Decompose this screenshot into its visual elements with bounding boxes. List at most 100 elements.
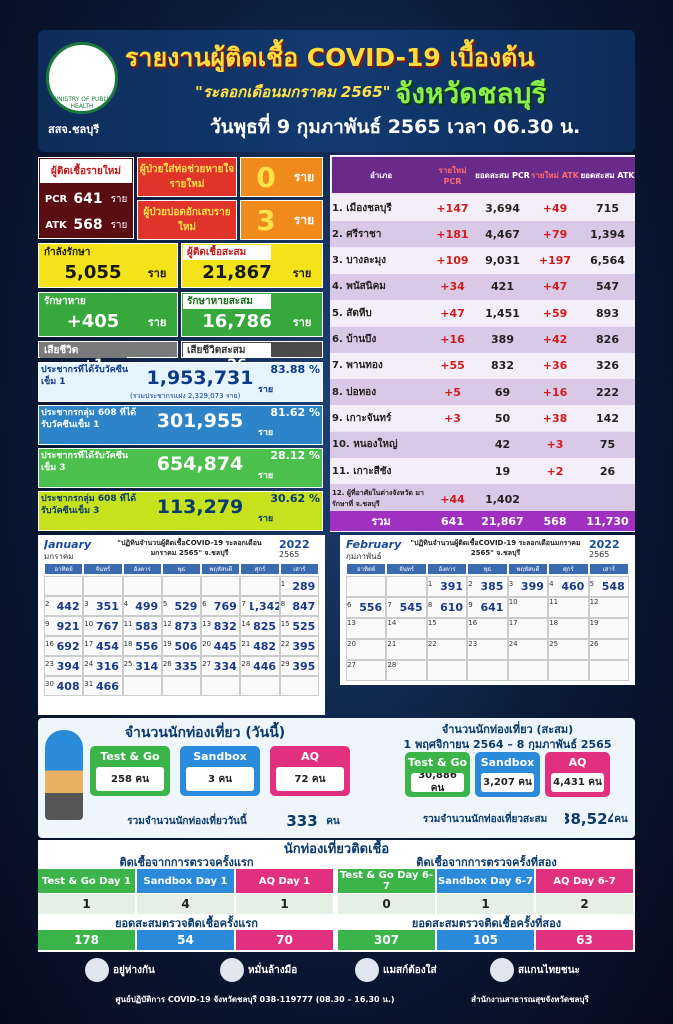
calendar-cell [122, 636, 162, 656]
vaccine-unit: ราย [258, 385, 274, 395]
table-cell: 1,394 [590, 227, 625, 241]
ventilator-label: ผู้ป่วยใส่ท่อช่วยหายใจรายใหม่ [137, 157, 237, 197]
calendar-month-th: มกราคม [44, 552, 74, 560]
tip-label: สแกนไทยชนะ [518, 964, 580, 976]
calendar-cell [548, 639, 589, 660]
calendar-day: 16 [468, 619, 478, 627]
calendar-count: 391 [440, 580, 464, 593]
calendar-day: 5 [162, 600, 168, 608]
recovered_cum-label: รักษาหายสะสม [183, 294, 272, 309]
vaccine-label: ประชากรกลุ่ม 608 ที่ได้รับวัคซีนเข็ม 1 [41, 408, 137, 430]
calendar-count: 556 [135, 639, 159, 653]
calendar-cell [201, 576, 241, 596]
table-cell: 26 [599, 464, 616, 478]
calendar-cell [240, 616, 280, 636]
calendar-count: 385 [480, 580, 504, 593]
pneumonia-label: ผู้ป่วยปอดอักเสบรายใหม่ [137, 200, 237, 240]
table-total: 568 [543, 514, 567, 528]
vaccine-label: ประชากรกลุ่ม 608 ที่ได้รับวัคซีนเข็ม 3 [41, 494, 137, 516]
table-cell: 6,564 [590, 254, 625, 268]
traveler-icon [45, 730, 83, 820]
recovered_cum-unit: ราย [292, 315, 312, 329]
calendar-cell [588, 660, 629, 681]
calendar-cell [122, 576, 162, 596]
calendar-day: 20 [347, 640, 356, 648]
calendar-cell [122, 676, 162, 696]
deaths_cum-label: เสียชีวิตสะสม [183, 343, 272, 358]
vaccine-value: 113,279 [156, 496, 244, 518]
table-cell: 222 [596, 385, 619, 399]
table-cell: 50 [494, 411, 511, 425]
tip-label: หมั่นล้างมือ [248, 964, 298, 976]
calendar-day: 23 [468, 640, 478, 648]
calendar-count: 767 [95, 619, 119, 633]
calendar-day: 10 [84, 620, 94, 628]
calendar-cell [44, 616, 84, 636]
new-cases-label: ผู้ติดเชื้อรายใหม่ [40, 159, 132, 183]
calendar-cell [386, 597, 427, 618]
calendar-cell [588, 576, 629, 597]
calendar-cell [507, 597, 549, 618]
calendar-cell [279, 616, 319, 636]
tip-icon [490, 958, 514, 982]
calendar-cell [279, 656, 319, 676]
infected-value: 1 [38, 894, 135, 914]
infected-name: Sandbox Day 1 [137, 869, 234, 893]
calendar-year-th: 2565 [589, 550, 610, 559]
calendar-cell [240, 636, 280, 656]
calendar-cell [161, 636, 202, 656]
vaccine-note: (รวมประชากรแฝง 2,329,073 ราย) [130, 392, 241, 400]
table-header: ยอดสะสม PCR [475, 157, 530, 193]
calendar-weekday: พฤหัสบดี [201, 563, 241, 575]
calendar-count: 641 [480, 601, 504, 614]
infected-cum: 307 [338, 930, 435, 950]
vaccine-unit: ราย [258, 514, 274, 524]
table-row [330, 352, 635, 379]
calendar-cell [548, 618, 589, 639]
table-cell: 326 [596, 359, 619, 373]
calendar-cell [161, 616, 202, 636]
calendar-day: 7 [241, 600, 246, 608]
table-cell: 4. พนัสนิคม [332, 281, 386, 293]
table-cell: 42 [494, 438, 511, 452]
calendar-count: 1,342 [250, 599, 279, 613]
calendar-weekday: อาทิตย์ [346, 563, 387, 575]
calendar-cell [507, 660, 549, 681]
calendar-cell [83, 676, 123, 696]
table-cell: +34 [440, 280, 465, 294]
calendar-weekday: พุธ [467, 563, 508, 575]
calendar-day: 13 [202, 620, 212, 628]
table-cell: +59 [542, 306, 568, 320]
table-row [330, 405, 635, 432]
calendar-cell [548, 597, 589, 618]
calendar-day: 3 [508, 580, 514, 588]
atk-unit: ราย [110, 219, 128, 231]
title: รายงานผู้ติดเชื้อ COVID-19 เบื้องต้น [125, 43, 535, 72]
table-cell: 421 [491, 280, 514, 294]
calendar-count: 399 [520, 580, 544, 593]
calendar-weekday: เสาร์ [279, 563, 319, 575]
infected-cum: 54 [137, 930, 234, 950]
calendar-day: 6 [202, 600, 207, 608]
calendar-day: 4 [123, 600, 129, 608]
calendar-cell [122, 616, 162, 636]
table-cell: +55 [440, 359, 465, 373]
calendar-weekday: พุธ [161, 563, 202, 575]
calendar-count: 873 [174, 619, 198, 633]
calendar-count: 334 [213, 659, 237, 673]
calendar-cell [386, 660, 427, 681]
calendar-cell [122, 596, 162, 616]
atk-value: 568 [73, 217, 103, 233]
calendar-cell [201, 616, 241, 636]
vaccine-unit: ราย [258, 471, 274, 481]
treating-value: 5,055 [64, 262, 122, 283]
vaccine-value: 654,874 [156, 453, 244, 475]
ventilator-value: 0 [256, 160, 276, 194]
calendar-day: 8 [280, 600, 286, 608]
calendar-cell [161, 656, 202, 676]
recovered-unit: ราย [147, 315, 167, 329]
calendar-cell [122, 656, 162, 676]
calendar-day: 21 [241, 640, 251, 648]
calendar-day: 13 [347, 619, 356, 627]
calendar-count: 921 [56, 619, 80, 633]
